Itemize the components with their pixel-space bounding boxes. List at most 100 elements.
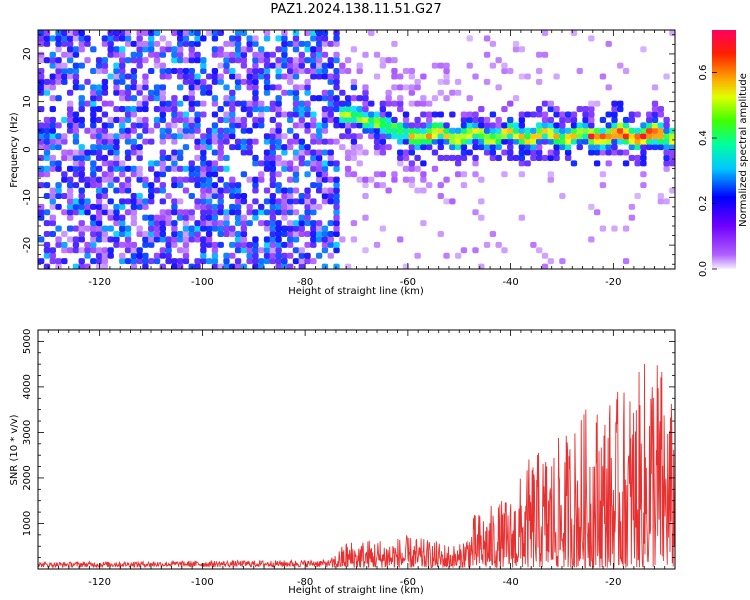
spectrogram-cell (43, 89, 51, 96)
spectrogram-cell (646, 138, 653, 145)
spectrogram-cell (252, 68, 259, 75)
spectrogram-cell (217, 203, 224, 210)
spectrogram-cell (90, 122, 97, 129)
spectrogram-cell (72, 198, 80, 205)
spectrogram-cell (391, 133, 398, 140)
spectrogram-cell (373, 127, 381, 134)
spectrogram-cell (136, 122, 143, 129)
spectrogram-cell (356, 144, 363, 151)
spectrogram-cell (95, 203, 103, 210)
spectrogram-cell (182, 176, 190, 183)
spectrogram-cell (402, 111, 410, 118)
spectrogram-cell (420, 187, 427, 194)
spectrogram-cell (159, 106, 166, 113)
spectrogram-cell (148, 30, 155, 37)
spectrogram-cell (321, 62, 329, 69)
spectrogram-cell (350, 78, 358, 85)
spectrogram-cell (66, 116, 74, 123)
spectrogram-cell (200, 111, 207, 118)
spectrogram-cell (200, 100, 207, 107)
spectrogram-cell (72, 62, 80, 69)
spectrogram-cell (136, 57, 143, 64)
spectrogram-cell (200, 57, 207, 64)
spectrogram-cell (518, 154, 526, 161)
spectrogram-cell (275, 203, 282, 210)
spectrogram-cell (252, 176, 259, 183)
spectrogram-cell (263, 220, 271, 227)
spectrogram-cell (489, 40, 497, 47)
spectrogram-cell (564, 154, 572, 161)
spectrogram-cell (252, 236, 259, 243)
spectrogram-cell (292, 111, 300, 118)
spectrogram-cell (298, 57, 305, 64)
spectrogram-cell (49, 35, 56, 42)
spectrogram-cell (275, 198, 282, 205)
spectrogram-cell (263, 225, 271, 232)
spectrogram-cell (287, 116, 294, 123)
spectrogram-cell (95, 247, 103, 254)
spectrogram-cell (454, 133, 462, 140)
spectrogram-cell (269, 100, 277, 107)
spectrogram-cell (460, 122, 468, 129)
spectrogram-cell (553, 138, 560, 145)
spectrogram-cell (107, 225, 114, 232)
spectrogram-cell (229, 100, 236, 107)
spectrogram-cell (182, 230, 190, 238)
spectrogram-cell (194, 127, 201, 134)
spectrogram-cell (275, 133, 282, 140)
spectrogram-cell (211, 214, 219, 221)
spectrogram-cell (107, 46, 114, 53)
spectrogram-cell (188, 51, 195, 58)
spectrogram-cell (333, 176, 340, 183)
spectrogram-cell (159, 111, 166, 118)
spectrogram-cell (315, 225, 323, 232)
spectrogram-cell (495, 133, 502, 140)
spectrogram-cell (310, 46, 317, 53)
spectrogram-cell (258, 73, 265, 80)
spectrogram-cell (657, 198, 665, 205)
spectrogram-cell (605, 133, 612, 140)
spectrogram-cell (339, 144, 346, 151)
spectrogram-cell (113, 84, 120, 91)
spectrogram-cell (223, 57, 230, 64)
spectrogram-cell (153, 30, 161, 37)
spectrogram-cell (148, 68, 155, 75)
spectrogram-cell (269, 160, 277, 167)
spectrogram-cell (211, 73, 219, 80)
spectrogram-cell (379, 225, 387, 232)
spectrogram-cell (263, 241, 271, 248)
spectrogram-cell (246, 144, 253, 151)
spectrogram-cell (38, 171, 45, 178)
spectrogram-cell (258, 209, 265, 216)
spectrogram-cell (252, 187, 259, 194)
spectrogram-cell (582, 106, 589, 113)
spectrogram-cell (292, 95, 300, 102)
spectrogram-cell (275, 252, 282, 259)
spectrogram-cell (628, 111, 636, 118)
spectrogram-cell (136, 100, 143, 107)
spectrogram-cell (142, 122, 149, 129)
spectrogram-cell (414, 116, 421, 123)
spectrogram-cell (315, 40, 323, 47)
spectrogram-cell (321, 35, 329, 42)
spectrogram-cell (443, 138, 450, 145)
spectrogram-cell (269, 220, 277, 227)
spectrogram-cell (43, 182, 51, 189)
spectrogram-cell (298, 100, 305, 107)
spectrogram-cell (234, 203, 242, 210)
spectrogram-cell (223, 187, 230, 194)
spectrogram-cell (414, 138, 421, 145)
spectrogram-cell (258, 220, 265, 227)
spectrogram-cell (223, 51, 230, 58)
spectrogram-cell (379, 122, 387, 129)
spectrogram-cell (315, 46, 323, 53)
spectrogram-cell (124, 187, 132, 194)
spectrogram-cell (165, 100, 172, 107)
spectrogram-cell (310, 241, 317, 248)
spectrogram-cell (188, 236, 195, 243)
spectrogram-cell (78, 258, 85, 265)
spectrogram-cell (425, 144, 433, 151)
spectrogram-cell (240, 78, 248, 85)
spectrogram-cell (217, 187, 224, 194)
